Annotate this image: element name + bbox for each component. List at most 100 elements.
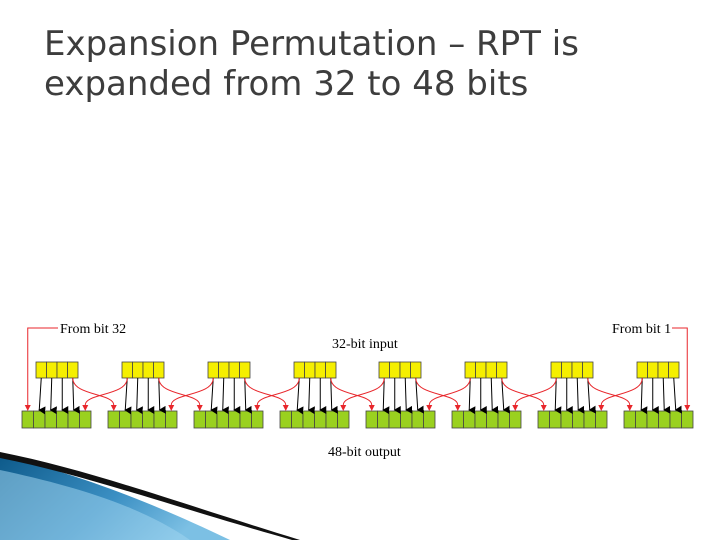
- from-bit-1-wire: [672, 327, 688, 405]
- slide-title: Expansion Permutation – RPT is expanded …: [44, 24, 684, 104]
- cross-wire-arrowhead: [282, 405, 289, 411]
- output-bit-cell: [107, 410, 120, 429]
- cross-wire-arrowhead: [368, 405, 375, 411]
- cross-wire-arrowhead: [254, 405, 261, 411]
- straight-wire: [382, 377, 390, 415]
- straight-wire: [673, 377, 682, 414]
- output-bit-cell: [537, 410, 550, 429]
- cross-wire: [428, 377, 471, 406]
- input-bit-cell: [314, 361, 326, 379]
- input-bit-cell: [550, 361, 562, 379]
- straight-wire: [415, 377, 424, 414]
- input-bit-cell: [142, 361, 154, 379]
- output-bit-cell: [451, 410, 464, 429]
- input-bit-cell: [668, 361, 680, 379]
- cross-wire-arrowhead: [196, 405, 203, 411]
- straight-wire: [587, 377, 596, 414]
- input-bit-cell: [561, 361, 573, 379]
- output-bit-cell: [595, 410, 608, 429]
- straight-wire: [662, 377, 671, 414]
- straight-wire: [576, 377, 585, 414]
- straight-wire: [404, 377, 413, 414]
- cross-wire-arrowhead: [454, 405, 461, 411]
- straight-wire: [221, 377, 229, 415]
- cross-wire-arrowhead: [168, 405, 175, 411]
- cross-wire-arrowhead: [426, 405, 433, 411]
- output-bit-cell: [681, 410, 694, 429]
- cross-wire-arrowhead: [512, 405, 519, 411]
- output-bit-cell: [130, 410, 143, 429]
- input-bit-cell: [304, 361, 316, 379]
- straight-wire: [554, 377, 562, 415]
- output-bit-cell: [325, 410, 338, 429]
- output-bit-cell: [314, 410, 327, 429]
- input-bit-cell: [464, 361, 476, 379]
- input-bit-cell: [485, 361, 497, 379]
- cross-wire-arrowhead: [626, 405, 633, 411]
- cross-wire: [72, 377, 115, 406]
- cross-wire: [600, 377, 643, 406]
- output-bit-cell: [239, 410, 252, 429]
- output-bit-cell: [646, 410, 659, 429]
- title-line-2: expanded from 32 to 48 bits: [44, 64, 529, 104]
- output-bit-cell: [377, 410, 390, 429]
- output-label: 48-bit output: [328, 445, 401, 460]
- input-bit-cell: [218, 361, 230, 379]
- input-bit-cell: [228, 361, 240, 379]
- output-bit-cell: [193, 410, 206, 429]
- input-bit-cell: [636, 361, 648, 379]
- output-bit-cell: [337, 410, 350, 429]
- output-bit-cell: [153, 410, 166, 429]
- straight-wire: [158, 377, 166, 414]
- output-bit-cell: [509, 410, 522, 429]
- cross-wire: [170, 377, 214, 406]
- input-bit-cell: [67, 361, 79, 379]
- cross-wire-arrowhead: [110, 405, 117, 411]
- output-bit-cell: [279, 410, 292, 429]
- input-bit-cell: [35, 361, 47, 379]
- straight-wire: [307, 377, 315, 415]
- straight-wire: [244, 377, 252, 414]
- output-bit-cell: [474, 410, 487, 429]
- output-bit-cell: [165, 410, 178, 429]
- output-bit-cell: [291, 410, 304, 429]
- output-bit-cell: [623, 410, 636, 429]
- input-bit-cell: [571, 361, 583, 379]
- from-bit-32-arrowhead: [24, 405, 31, 411]
- input-bit-cell: [239, 361, 251, 379]
- cross-wire: [415, 377, 459, 406]
- input-bit-cell: [496, 361, 508, 379]
- from-bit-32-wire: [27, 327, 58, 405]
- output-bit-cell: [400, 410, 413, 429]
- output-bit-cell: [486, 410, 499, 429]
- straight-wire: [135, 377, 143, 415]
- output-bit-cell: [216, 410, 229, 429]
- straight-wire: [38, 377, 46, 415]
- output-bit-cell: [228, 410, 241, 429]
- from-bit-1-arrowhead: [684, 405, 691, 411]
- from-bit-1-label: From bit 1: [612, 322, 671, 337]
- input-bit-cell: [121, 361, 133, 379]
- output-bit-cell: [44, 410, 57, 429]
- straight-wire: [330, 377, 338, 414]
- output-bit-cell: [21, 410, 34, 429]
- output-bit-cell: [635, 410, 648, 429]
- straight-wire: [490, 377, 499, 414]
- wave-shape-light: [0, 470, 190, 540]
- cross-wire: [342, 377, 385, 406]
- output-bit-cell: [560, 410, 573, 429]
- output-bit-cell: [497, 410, 510, 429]
- output-bit-cell: [669, 410, 682, 429]
- output-bit-cell: [119, 410, 132, 429]
- input-bit-cell: [132, 361, 144, 379]
- input-bit-cell: [410, 361, 422, 379]
- title-line-1: Expansion Permutation – RPT is: [44, 24, 579, 64]
- output-bit-cell: [365, 410, 378, 429]
- output-bit-cell: [423, 410, 436, 429]
- straight-wire: [501, 377, 510, 414]
- cross-wire: [158, 377, 201, 406]
- input-bit-cell: [475, 361, 487, 379]
- input-bit-cell: [293, 361, 305, 379]
- input-bit-cell: [207, 361, 219, 379]
- output-bit-cell: [56, 410, 69, 429]
